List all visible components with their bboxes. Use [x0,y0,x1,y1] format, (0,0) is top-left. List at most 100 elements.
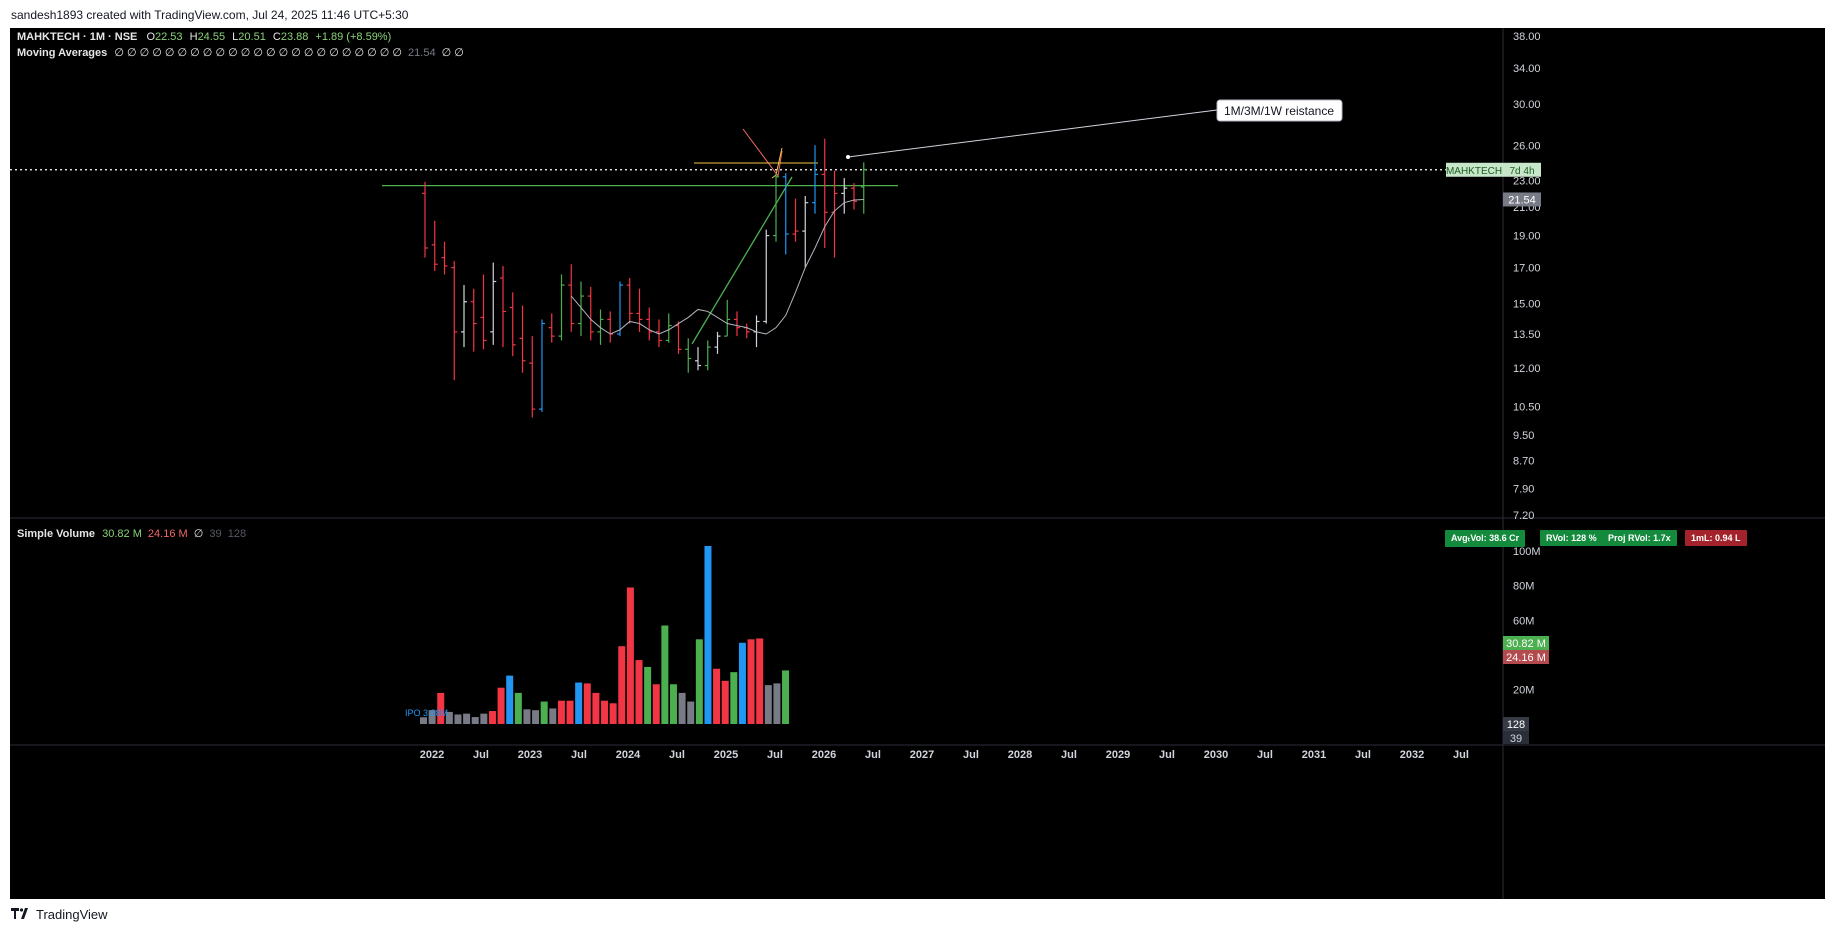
volume-bar [566,700,574,724]
ma-price-tag [1503,192,1541,207]
volume-tag-1-label: 30.82 M [1506,638,1546,650]
volume-bar [704,546,712,724]
volume-bar [488,711,496,724]
callout-line [847,109,1218,158]
volume-bar [471,717,479,724]
price-tick-label: 19.00 [1513,231,1541,243]
time-tick-label: Jul [865,749,881,761]
time-tick-label: Jul [473,749,489,761]
volume-bar [445,711,453,724]
symbol-title[interactable]: MAHKTECH · 1M · NSE [17,31,138,43]
price-tick-label: 10.50 [1513,401,1541,413]
proj-rvol-badge: Proj RVol: 1.7x [1602,530,1677,546]
symbol-price-tag-label: MAHKTECH [1446,166,1502,177]
price-tick-label: 9.50 [1513,430,1534,442]
volume-bar [661,625,669,724]
volume-tag-3-label: 128 [1507,719,1525,731]
ma-after-values: ∅ ∅ [441,47,464,59]
symbol-legend[interactable]: MAHKTECH · 1M · NSE O22.53 H24.55 L20.51… [17,31,391,43]
volume-bar [601,700,609,724]
volume-value-4: 39 [209,528,222,540]
low-label: L [232,31,239,43]
time-tick-label: 2026 [812,749,836,761]
volume-bar [773,683,781,724]
volume-tick-label: 20M [1513,684,1534,696]
volume-bar [609,703,617,724]
volume-tag-2 [1503,650,1549,664]
countdown-tag [1503,162,1541,177]
volume-bar [721,680,729,724]
volume-bar [497,687,505,724]
volume-bar [669,684,677,724]
volume-bar [540,701,548,724]
triangle-drawing [742,128,783,178]
time-tick-label: 2031 [1302,749,1326,761]
time-tick-label: Jul [1355,749,1371,761]
volume-bar [592,692,600,724]
volume-bar [652,684,660,724]
volume-bar [583,683,591,724]
chart-panel[interactable]: 38.00 34.00 30.00 26.00 23.00 21.00 19.00 17.00… [10,28,1825,899]
volume-value-3: ∅ [193,528,204,540]
volume-bar [523,709,531,724]
price-tick-label: 7.90 [1513,483,1534,495]
price-tick-label: 7.20 [1513,510,1534,522]
time-tick-label: Jul [571,749,587,761]
volume-bar [747,639,755,724]
high-value: 24.55 [197,31,226,43]
callout-anchor [846,155,850,159]
volume-value-5: 128 [227,528,247,540]
volume-bar [454,714,462,724]
close-label: C [272,31,281,43]
price-tick-label: 17.00 [1513,263,1541,275]
volume-bar [626,587,634,724]
rvol-badge: RVol: 128 % [1540,530,1603,546]
price-tick-label: 15.00 [1513,299,1541,311]
volume-bar [678,692,686,724]
volume-bar [782,670,790,724]
volume-bar [557,700,565,724]
volume-bar [713,668,721,724]
volume-bar [428,710,436,724]
price-tick-label: 26.00 [1513,140,1541,152]
price-tick-label: 8.70 [1513,456,1534,468]
close-value: 23.88 [280,31,309,43]
volume-title[interactable]: Simple Volume [17,528,96,540]
volume-bar [644,666,652,724]
volume-tag-4-label: 39 [1510,733,1522,745]
time-tick-label: 2028 [1008,749,1032,761]
volume-legend[interactable]: Simple Volume 30.82 M 24.16 M ∅ 39 128 [17,527,246,540]
annotation-box [1216,99,1343,122]
tradingview-logo-icon [11,907,31,922]
time-tick-label: Jul [669,749,685,761]
time-tick-label: Jul [1257,749,1273,761]
volume-bar [618,646,626,724]
price-tick-label: 13.50 [1513,329,1541,341]
volume-tag-1 [1503,636,1549,650]
price-tick-label: 23.00 [1513,176,1541,188]
low-value: 20.51 [238,31,266,43]
ma-title[interactable]: Moving Averages [17,47,108,59]
watermark-header: sandesh1893 created with TradingView.com… [11,8,409,22]
volume-bar [514,692,522,724]
moving-average-line [570,198,864,335]
volume-tag-4 [1503,731,1529,744]
volume-bar [730,672,738,724]
trendline [691,176,793,345]
ma-values: ∅ ∅ ∅ ∅ ∅ ∅ ∅ ∅ ∅ ∅ ∅ ∅ ∅ ∅ ∅ ∅ ∅ ∅ ∅ ∅ … [114,47,402,59]
volume-bar [764,685,772,724]
footer-brand[interactable]: TradingView [11,907,108,922]
volume-bar [756,638,764,724]
price-tick-label: 30.00 [1513,99,1541,111]
ma-legend[interactable]: Moving Averages ∅ ∅ ∅ ∅ ∅ ∅ ∅ ∅ ∅ ∅ ∅ ∅ … [17,46,464,59]
open-value: 22.53 [155,31,183,43]
time-tick-label: 2022 [420,749,444,761]
volume-value-1: 30.82 M [102,528,142,540]
time-tick-label: 2023 [518,749,542,761]
ma-active-value: 21.54 [408,47,436,59]
time-tick-label: Jul [963,749,979,761]
countdown-label: 7d 4h [1509,166,1534,177]
time-tick-label: 2024 [616,749,641,761]
symbol-price-tag [1446,162,1503,177]
chart-canvas[interactable]: 38.0034.0030.0026.0023.0021.0019.0017.00… [10,28,1825,899]
